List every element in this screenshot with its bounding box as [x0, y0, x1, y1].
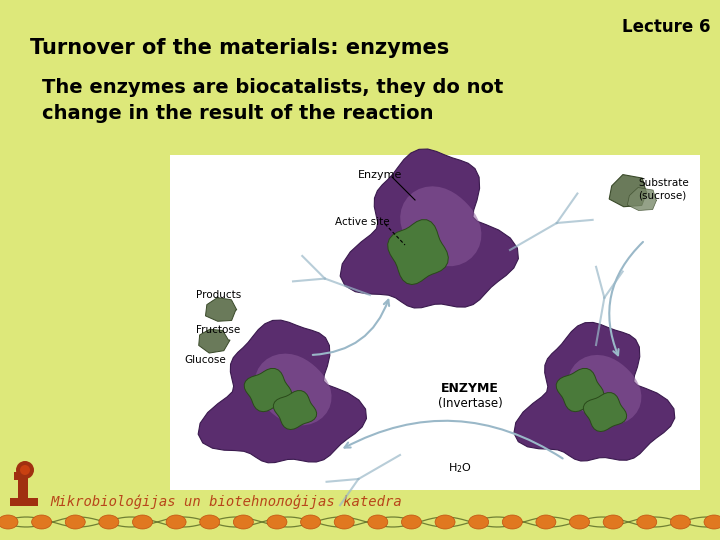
Ellipse shape [636, 515, 657, 529]
Polygon shape [340, 149, 518, 308]
Ellipse shape [603, 515, 623, 529]
Text: Mikrobioloģijas un biotehnoлоģijas katedra: Mikrobioloģijas un biotehnoлоģijas kated… [50, 495, 402, 509]
Text: Fructose: Fructose [196, 325, 240, 335]
Polygon shape [583, 393, 626, 431]
Ellipse shape [99, 515, 119, 529]
Polygon shape [199, 329, 230, 353]
Ellipse shape [469, 515, 489, 529]
Text: Active site: Active site [335, 217, 390, 227]
Text: Enzyme: Enzyme [358, 170, 402, 180]
Ellipse shape [704, 515, 720, 529]
Polygon shape [627, 187, 657, 211]
Ellipse shape [132, 515, 153, 529]
Ellipse shape [233, 515, 253, 529]
Text: (Invertase): (Invertase) [438, 396, 503, 409]
Ellipse shape [66, 515, 85, 529]
Polygon shape [400, 186, 482, 266]
Bar [14, 472, 28, 480]
Text: Substrate: Substrate [638, 178, 689, 188]
Ellipse shape [166, 515, 186, 529]
Text: The enzymes are biocatalists, they do not: The enzymes are biocatalists, they do no… [42, 78, 503, 97]
Ellipse shape [334, 515, 354, 529]
Ellipse shape [368, 515, 388, 529]
Ellipse shape [267, 515, 287, 529]
Ellipse shape [32, 515, 52, 529]
Polygon shape [387, 220, 449, 285]
Polygon shape [205, 298, 237, 321]
Text: H$_2$O: H$_2$O [448, 461, 472, 475]
Text: Glucose: Glucose [184, 355, 226, 365]
Polygon shape [609, 174, 647, 207]
Circle shape [20, 465, 30, 475]
Polygon shape [514, 322, 675, 461]
Text: Turnover of the materials: enzymes: Turnover of the materials: enzymes [30, 38, 449, 58]
Ellipse shape [570, 515, 590, 529]
Ellipse shape [0, 515, 18, 529]
Text: Products: Products [196, 290, 241, 300]
Circle shape [16, 461, 34, 479]
Bar [170, 155, 700, 490]
Polygon shape [556, 368, 604, 411]
Polygon shape [244, 368, 292, 411]
Polygon shape [274, 390, 317, 429]
Text: change in the result of the reaction: change in the result of the reaction [42, 104, 433, 123]
Ellipse shape [300, 515, 320, 529]
Ellipse shape [670, 515, 690, 529]
Polygon shape [568, 355, 642, 424]
Ellipse shape [402, 515, 421, 529]
Ellipse shape [536, 515, 556, 529]
Polygon shape [198, 320, 366, 463]
Text: Lecture 6: Lecture 6 [621, 18, 710, 36]
Ellipse shape [199, 515, 220, 529]
Bar [18, 478, 28, 500]
Polygon shape [255, 354, 331, 426]
Text: (sucrose): (sucrose) [638, 191, 686, 201]
Ellipse shape [435, 515, 455, 529]
Text: ENZYME: ENZYME [441, 381, 499, 395]
Ellipse shape [503, 515, 522, 529]
Bar [10, 498, 38, 506]
